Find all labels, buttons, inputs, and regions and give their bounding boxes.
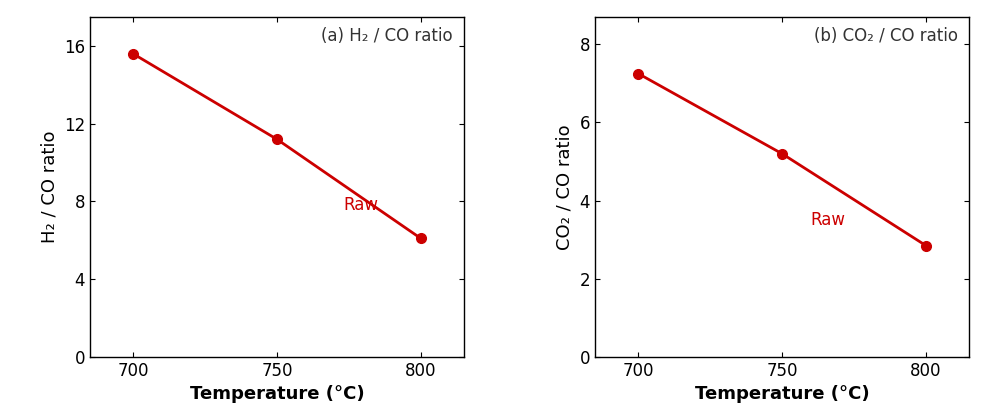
- Y-axis label: CO₂ / CO ratio: CO₂ / CO ratio: [555, 124, 573, 250]
- Text: (b) CO₂ / CO ratio: (b) CO₂ / CO ratio: [814, 27, 958, 45]
- X-axis label: Temperature (°C): Temperature (°C): [190, 386, 365, 404]
- Text: Raw: Raw: [343, 197, 379, 214]
- X-axis label: Temperature (°C): Temperature (°C): [694, 386, 869, 404]
- Text: (a) H₂ / CO ratio: (a) H₂ / CO ratio: [321, 27, 453, 45]
- Y-axis label: H₂ / CO ratio: H₂ / CO ratio: [40, 131, 58, 243]
- Text: Raw: Raw: [811, 211, 846, 229]
